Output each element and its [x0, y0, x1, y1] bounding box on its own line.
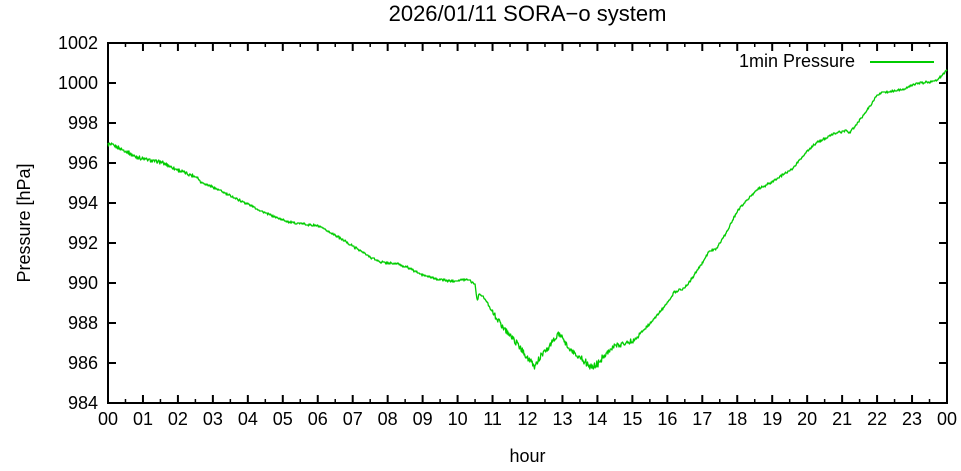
x-axis-title: hour	[509, 446, 546, 466]
x-tick-label: 20	[797, 409, 817, 429]
x-tick-label: 14	[587, 409, 607, 429]
pressure-line	[107, 69, 948, 370]
x-tick-label: 10	[448, 409, 468, 429]
x-tick-label: 21	[832, 409, 852, 429]
x-tick-label: 11	[483, 409, 502, 429]
x-tick-label: 01	[133, 409, 153, 429]
legend: 1min Pressure	[739, 51, 935, 72]
y-tick-label: 1002	[58, 33, 98, 53]
x-tick-label: 23	[902, 409, 922, 429]
y-tick-label: 1000	[58, 73, 98, 93]
chart-title: 2026/01/11 SORA−o system	[388, 1, 667, 26]
y-tick-label: 994	[68, 193, 98, 213]
x-tick-label: 12	[517, 409, 537, 429]
x-tick-label: 18	[727, 409, 747, 429]
y-tick-label: 996	[68, 153, 98, 173]
x-tick-label: 05	[273, 409, 293, 429]
x-tick-label: 07	[343, 409, 363, 429]
x-tick-label: 16	[657, 409, 677, 429]
legend-label: 1min Pressure	[738, 51, 855, 71]
y-tick-label: 984	[68, 393, 98, 413]
x-tick-label: 09	[413, 409, 433, 429]
x-tick-label: 06	[308, 409, 328, 429]
legend-line-sample-icon	[870, 60, 934, 63]
x-tick-label: 22	[867, 409, 887, 429]
x-tick-label: 04	[238, 409, 258, 429]
x-tick-label: 13	[552, 409, 572, 429]
x-tick-label: 02	[168, 409, 188, 429]
plot-border	[107, 42, 948, 404]
x-tick-label: 00	[98, 409, 118, 429]
x-tick-label: 08	[378, 409, 398, 429]
x-tick-label: 15	[622, 409, 642, 429]
y-tick-label: 986	[68, 353, 98, 373]
x-tick-label: 00	[937, 409, 957, 429]
x-tick-label: 17	[692, 409, 712, 429]
y-tick-label: 998	[68, 113, 98, 133]
y-tick-label: 990	[68, 273, 98, 293]
y-tick-label: 988	[68, 313, 98, 333]
x-tick-label: 03	[203, 409, 223, 429]
y-tick-label: 992	[68, 233, 98, 253]
x-tick-label: 19	[762, 409, 782, 429]
